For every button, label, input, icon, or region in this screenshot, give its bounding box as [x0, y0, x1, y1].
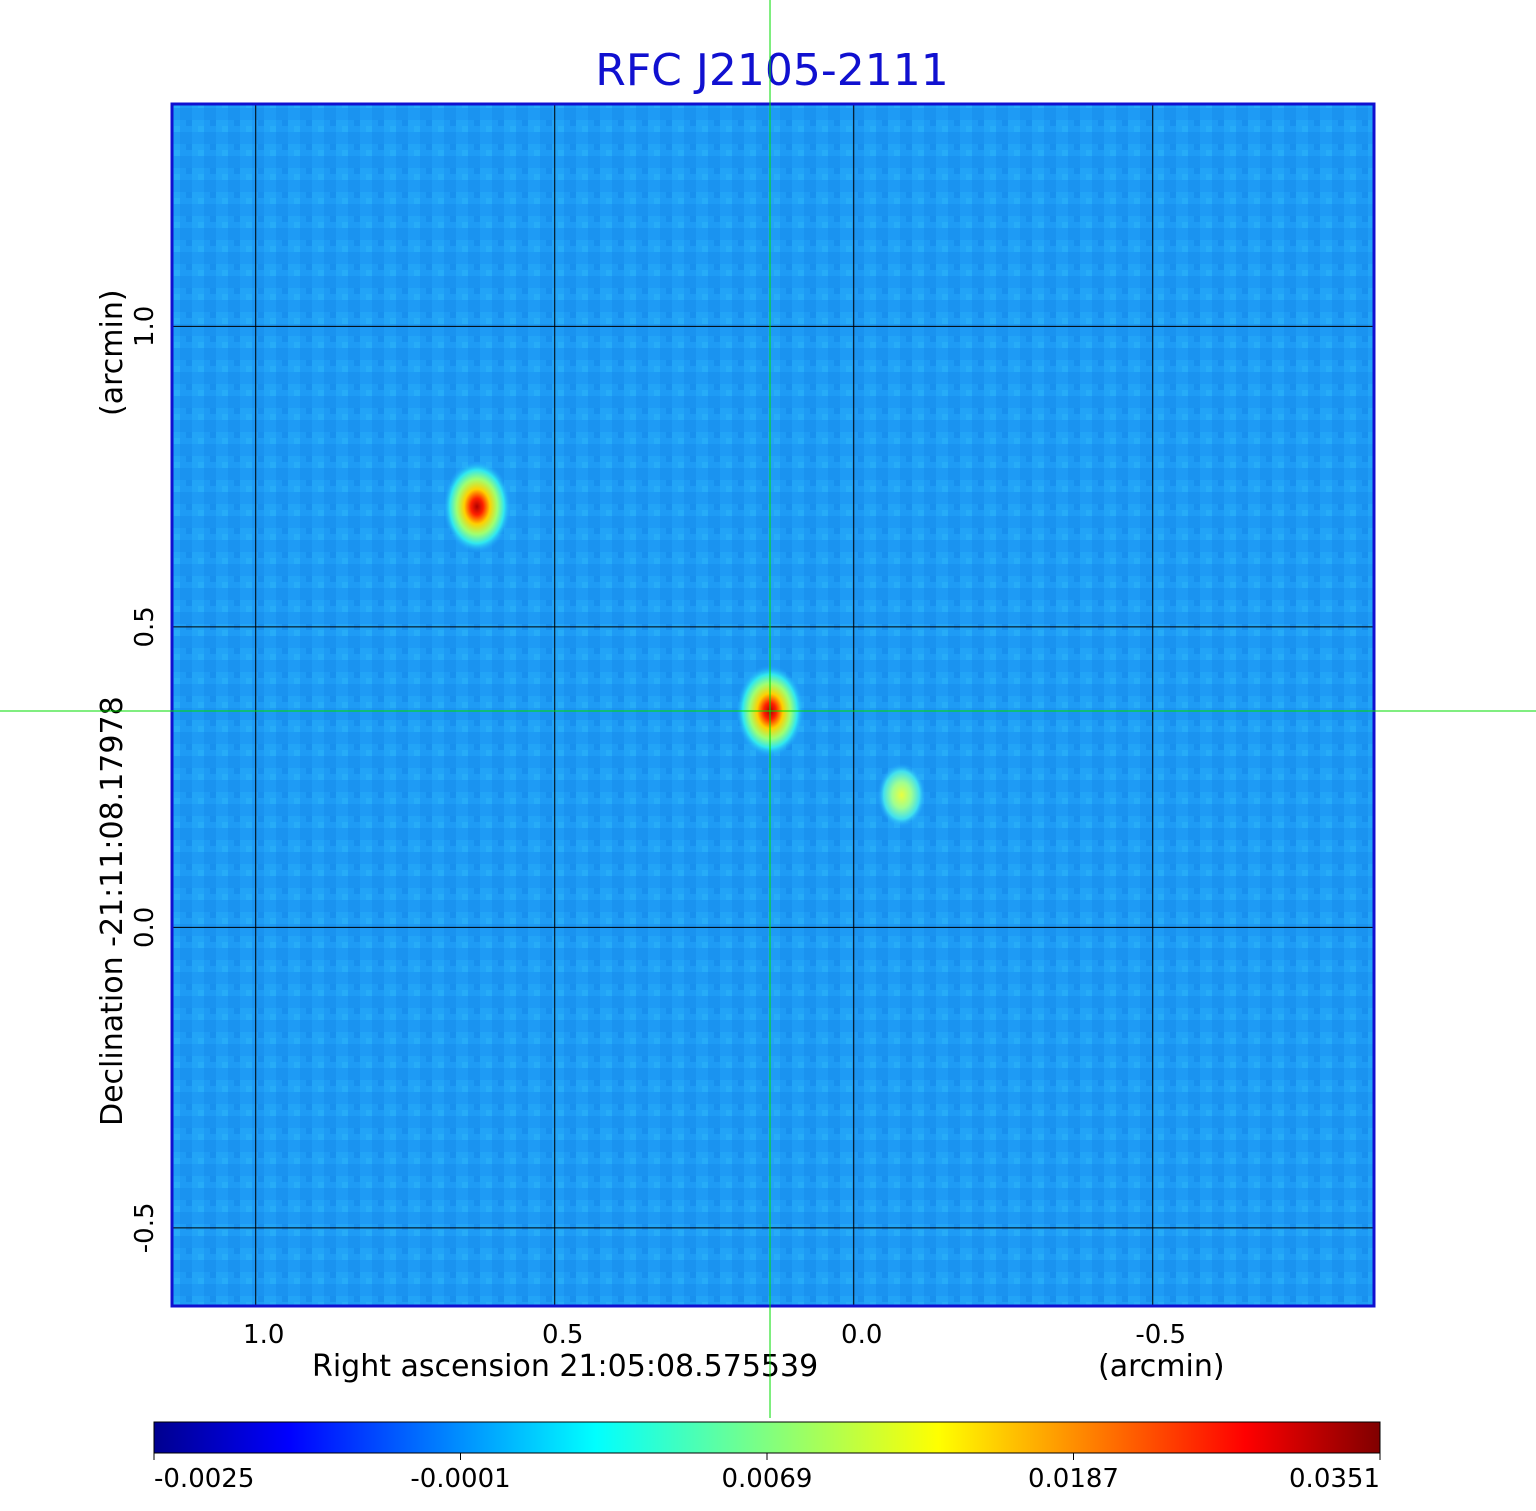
x-tick-label: 0.5	[542, 1320, 583, 1350]
y-tick-label: -0.5	[130, 1203, 160, 1254]
colorbar-tick-label: 0.0069	[722, 1464, 813, 1494]
y-axis-unit: (arcmin)	[95, 289, 130, 416]
plot-frame	[170, 102, 1376, 1308]
source-1	[442, 460, 511, 553]
colorbar-gradient	[153, 1421, 1381, 1454]
colorbar-tick-label: -0.0025	[154, 1464, 254, 1494]
grid-layer	[172, 104, 1374, 1306]
plot-area	[170, 102, 1376, 1308]
y-tick-label: 0.0	[130, 907, 160, 948]
colorbar-tick-label: -0.0001	[410, 1464, 510, 1494]
y-axis-label: Declination -21:11:08.17978	[95, 696, 130, 1126]
colorbar: -0.0025 -0.0001 0.0069 0.0187 0.0351	[153, 1421, 1381, 1494]
source-3	[877, 763, 926, 828]
y-axis-ticks: 1.0 0.5 0.0 -0.5	[130, 306, 160, 1254]
sources-layer	[442, 460, 926, 828]
crosshair	[0, 0, 1536, 1418]
y-tick-label: 1.0	[130, 306, 160, 347]
x-axis-unit: (arcmin)	[1098, 1349, 1225, 1384]
chart-title: RFC J2105-2111	[595, 45, 948, 96]
x-tick-label: 1.0	[243, 1320, 284, 1350]
colorbar-tick-label: 0.0351	[1289, 1464, 1380, 1494]
x-axis-ticks: 1.0 0.5 0.0 -0.5	[243, 1320, 1186, 1350]
y-tick-label: 0.5	[130, 606, 160, 647]
x-tick-label: -0.5	[1135, 1320, 1186, 1350]
x-tick-label: 0.0	[841, 1320, 882, 1350]
colorbar-tick-label: 0.0187	[1028, 1464, 1119, 1494]
x-axis-label: Right ascension 21:05:08.575539	[312, 1349, 818, 1384]
colorbar-ticks: -0.0025 -0.0001 0.0069 0.0187 0.0351	[153, 1453, 1381, 1494]
